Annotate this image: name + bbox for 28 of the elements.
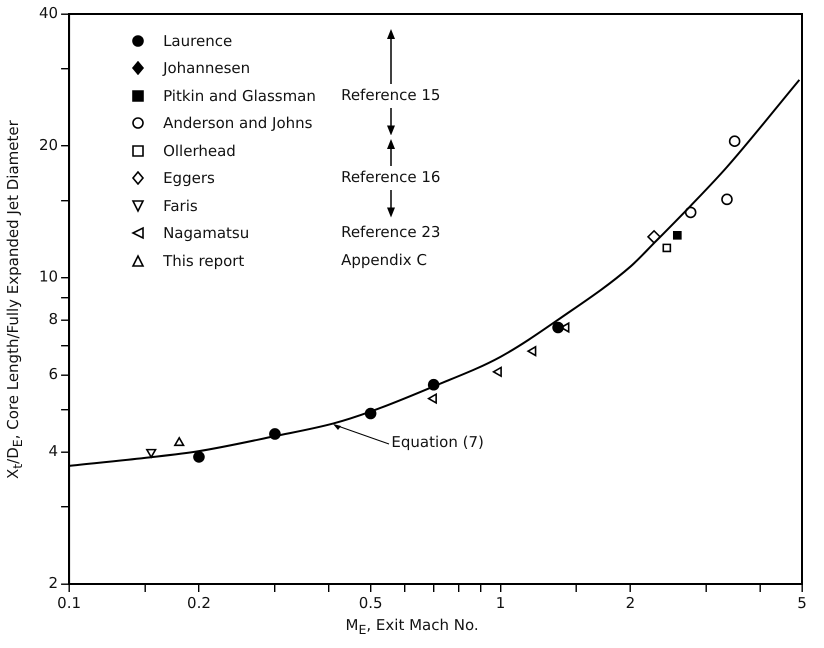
y-tick-label: 20 — [38, 136, 58, 154]
legend-label: Nagamatsu — [163, 224, 250, 242]
x-tick-label: 1 — [496, 594, 506, 612]
annotation: Reference 23 — [341, 223, 440, 242]
x-tick-label: 2 — [626, 594, 636, 612]
annotation: Reference 16 — [341, 168, 440, 186]
legend-label: Eggers — [163, 169, 215, 188]
legend-label: Anderson and Johns — [163, 114, 312, 132]
legend-label: Ollerhead — [163, 142, 236, 160]
annotation: Equation (7) — [391, 432, 484, 451]
legend-label: Faris — [163, 196, 198, 215]
legend-label: This report — [163, 252, 244, 270]
y-tick-label: 6 — [48, 364, 58, 383]
y-tick-label: 4 — [48, 442, 58, 460]
y-tick-label: 8 — [48, 310, 58, 328]
annotation: Reference 15 — [341, 86, 440, 104]
y-tick-label: 40 — [38, 4, 58, 22]
legend-label: Johannesen — [163, 59, 250, 78]
annotation: Appendix C — [341, 250, 427, 269]
x-tick-label: 5 — [797, 594, 807, 612]
y-tick-label: 2 — [48, 574, 58, 592]
x-axis-title: M$_{E}$, Exit Mach No. — [346, 616, 479, 637]
legend-label: Pitkin and Glassman — [163, 86, 316, 105]
y-tick-label: 10 — [38, 268, 58, 286]
x-tick-label: 0.5 — [358, 594, 383, 612]
x-tick-label: 0.2 — [187, 594, 211, 612]
legend-label: Laurence — [163, 32, 232, 50]
x-tick-label: 0.1 — [57, 594, 82, 612]
